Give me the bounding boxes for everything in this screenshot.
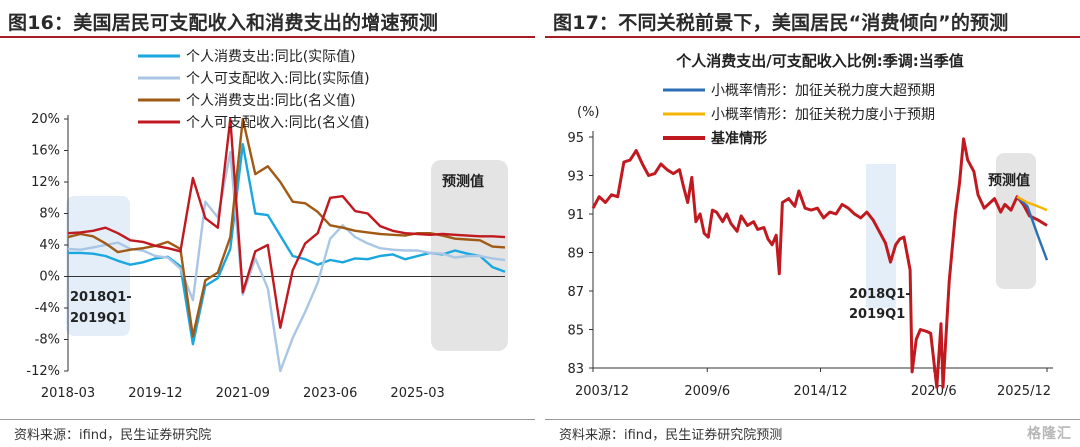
right-chart-svg: 个人消费支出/可支配收入比例:季调:当季值 (%) 95 93 91 89 87 85 83 20… bbox=[567, 52, 1053, 399]
left-annotation-line-1: 2018Q1- bbox=[70, 290, 132, 305]
right-annotation-line-1: 2018Q1- bbox=[849, 287, 911, 302]
right-y-tick-label: 91 bbox=[567, 208, 584, 223]
left-legend-label-4: 个人可支配收入:同比(名义值) bbox=[186, 115, 370, 131]
left-legend-label-2: 个人可支配收入:同比(实际值) bbox=[186, 71, 370, 87]
right-chart-panel: 图17：不同关税前景下，美国居民“消费倾向”的预测 个人消费支出/可支配收入比例… bbox=[545, 0, 1080, 447]
right-legend-label-2: 小概率情形：加征关税力度小于预期 bbox=[711, 106, 935, 123]
left-chart-source: 资料来源：ifind，民生证券研究院 bbox=[14, 428, 212, 443]
right-forecast-region bbox=[996, 153, 1036, 289]
left-x-tick-label: 2019-12 bbox=[128, 386, 182, 401]
right-x-tick-label: 2014/12 bbox=[794, 384, 848, 399]
right-y-tick-label: 83 bbox=[567, 362, 584, 377]
right-series-line-3 bbox=[591, 137, 1048, 389]
right-chart-source: 资料来源：ifind，民生证券研究院预测 bbox=[559, 428, 783, 443]
left-chart-svg: 20% 16% 12% 8% 4% 0% -4% -8% -12% 2018-03 2019-12 2… bbox=[26, 49, 508, 401]
left-legend-label-3: 个人消费支出:同比(名义值) bbox=[186, 93, 356, 109]
left-y-tick-label: 12% bbox=[31, 175, 60, 190]
left-x-tick-label: 2023-06 bbox=[303, 386, 357, 401]
right-chart-subtitle: 个人消费支出/可支配收入比例:季调:当季值 bbox=[675, 52, 963, 70]
left-x-tick-label: 2021-09 bbox=[216, 386, 270, 401]
right-x-tick-label: 2003/12 bbox=[575, 384, 629, 399]
right-title-rule bbox=[545, 36, 1080, 38]
left-forecast-label: 预测值 bbox=[442, 173, 484, 190]
left-y-tick-label: -8% bbox=[35, 333, 60, 348]
right-legend-label-3: 基准情形 bbox=[711, 130, 767, 147]
right-y-unit: (%) bbox=[577, 105, 600, 120]
left-title-rule bbox=[0, 36, 535, 38]
right-legend-label-1: 小概率情形：加征关税力度大超预期 bbox=[711, 82, 935, 99]
left-x-tick-label: 2025-03 bbox=[390, 386, 444, 401]
left-y-tick-label: -4% bbox=[35, 301, 60, 316]
left-y-tick-label: 4% bbox=[39, 238, 60, 253]
left-x-tick-label: 2018-03 bbox=[41, 386, 95, 401]
right-x-tick-label: 2009/6 bbox=[684, 384, 730, 399]
right-chart-title: 图17：不同关税前景下，美国居民“消费倾向”的预测 bbox=[553, 12, 1009, 34]
left-y-tick-label: 20% bbox=[31, 112, 60, 127]
right-y-tick-label: 89 bbox=[567, 247, 584, 262]
left-source-rule bbox=[0, 419, 535, 420]
right-series-line-2 bbox=[1016, 195, 1048, 212]
left-y-tick-label: 0% bbox=[39, 270, 60, 285]
left-y-tick-label: 16% bbox=[31, 144, 60, 159]
watermark-logo: 格隆汇 bbox=[1027, 426, 1072, 442]
right-y-tick-label: 93 bbox=[567, 170, 584, 185]
left-legend-label-1: 个人消费支出:同比(实际值) bbox=[186, 49, 356, 65]
right-x-tick-label: 2025/12 bbox=[997, 384, 1051, 399]
left-annotation-line-2: 2019Q1 bbox=[70, 311, 126, 326]
right-source-rule bbox=[545, 419, 1080, 420]
left-series-line-4 bbox=[67, 117, 506, 329]
right-series-line-1 bbox=[1016, 195, 1049, 261]
left-chart-panel: 图16：美国居民可支配收入和消费支出的增速预测 20% 16% 12% 8% 4% 0% -… bbox=[0, 0, 535, 447]
left-y-tick-label: -12% bbox=[26, 364, 60, 379]
left-series-line-2 bbox=[67, 150, 506, 373]
right-y-tick-label: 87 bbox=[567, 285, 584, 300]
right-annotation-line-2: 2019Q1 bbox=[849, 307, 905, 322]
left-chart-title: 图16：美国居民可支配收入和消费支出的增速预测 bbox=[8, 12, 439, 34]
right-y-tick-label: 95 bbox=[567, 131, 584, 146]
right-x-tick-label: 2020/6 bbox=[911, 384, 957, 399]
right-y-tick-label: 85 bbox=[567, 324, 584, 339]
left-y-tick-label: 8% bbox=[39, 207, 60, 222]
right-forecast-label: 预测值 bbox=[988, 172, 1030, 189]
